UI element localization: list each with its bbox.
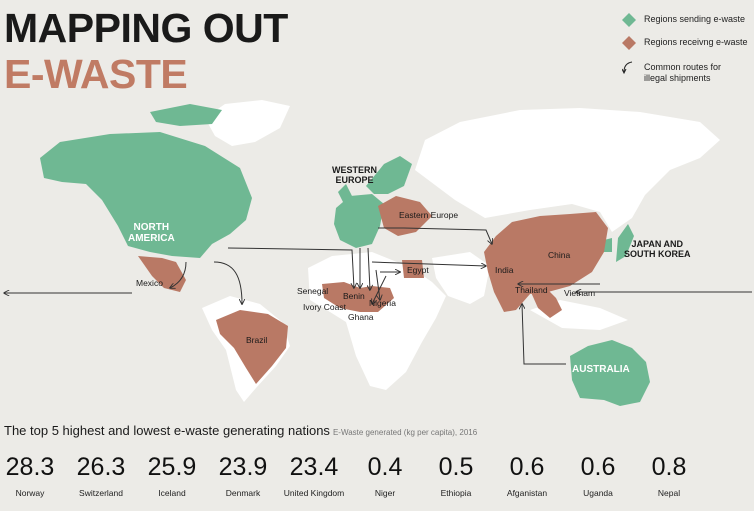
label-benin: Benin — [343, 291, 365, 301]
region-brazil — [216, 310, 288, 384]
diamond-brown-icon — [622, 36, 636, 50]
stat-country: Denmark — [225, 488, 261, 498]
route-na-brazil — [213, 261, 242, 304]
stat-item: 0.6 Afganistan — [487, 452, 567, 498]
stats-unit-note: E-Waste generated (kg per capita), 2016 — [332, 428, 478, 437]
region-scandinavia — [366, 156, 412, 194]
label-nigeria: Nigeria — [369, 298, 396, 308]
legend-routes-label: Common routes for illegal shipments — [644, 62, 722, 83]
stat-country: Nepal — [657, 488, 681, 498]
route-arrow-icon — [622, 61, 633, 75]
stat-country: Ethiopia — [440, 488, 472, 498]
label-vietnam: Vietnam — [564, 288, 596, 298]
stat-value: 28.3 — [5, 453, 55, 481]
stat-country: Uganda — [583, 488, 613, 498]
route-europe-india — [371, 261, 486, 266]
stat-value: 0.5 — [438, 453, 474, 481]
legend-receiving-label: Regions receivng e-waste — [644, 37, 748, 47]
stat-country: Niger — [374, 488, 396, 498]
title-e-waste: E-WASTE — [4, 51, 188, 97]
stat-item: 23.4 United Kingdom — [274, 452, 354, 498]
shipment-routes — [4, 227, 752, 365]
label-india: India — [495, 265, 514, 275]
diamond-green-icon — [622, 13, 636, 27]
region-japan — [616, 224, 634, 262]
label-ghana: Ghana — [348, 312, 374, 322]
world-map — [0, 100, 752, 406]
stat-country: Afganistan — [506, 488, 548, 498]
label-western-europe: WESTERN EUROPE — [332, 165, 377, 185]
label-ivory-coast: Ivory Coast — [303, 302, 346, 312]
route-europe-east — [378, 227, 492, 244]
stat-value: 25.9 — [147, 453, 197, 481]
continent-russia-asia — [415, 108, 720, 232]
route-na-mexico — [170, 261, 187, 288]
route-europe-nigeria — [375, 269, 380, 300]
region-china-india — [484, 212, 608, 312]
route-australia-asia — [522, 304, 566, 365]
stat-country: Iceland — [158, 488, 186, 498]
sending-regions — [40, 104, 650, 406]
stat-item: 0.6 Uganda — [558, 452, 638, 498]
stat-item: 28.3 Norway — [0, 452, 70, 498]
region-north-america — [40, 132, 252, 258]
stat-item: 26.3 Switzerland — [61, 452, 141, 498]
stat-item: 0.4 Niger — [345, 452, 425, 498]
region-australia — [570, 340, 650, 406]
label-china: China — [548, 250, 571, 260]
stat-value: 0.6 — [580, 453, 616, 481]
stat-value: 23.9 — [218, 453, 268, 481]
stat-item: 0.8 Nepal — [629, 452, 709, 498]
stat-item: 23.9 Denmark — [203, 452, 283, 498]
label-egypt: Egypt — [407, 265, 429, 275]
region-eastern-europe — [378, 196, 432, 236]
stat-item: 25.9 Iceland — [132, 452, 212, 498]
stat-country: Switzerland — [79, 488, 123, 498]
label-brazil: Brazil — [246, 335, 268, 345]
label-eastern-europe: Eastern Europe — [399, 210, 459, 220]
stat-value: 23.4 — [289, 453, 339, 481]
route-europe-benin — [368, 247, 370, 290]
stat-value: 26.3 — [76, 453, 126, 481]
stat-country: Norway — [15, 488, 45, 498]
label-senegal: Senegal — [297, 286, 329, 296]
region-western-europe — [334, 194, 384, 248]
region-uk — [338, 184, 352, 204]
label-mexico: Mexico — [136, 278, 163, 288]
label-australia: AUSTRALIA — [572, 364, 630, 375]
route-na-africa — [227, 247, 354, 288]
label-japan-south-korea: JAPAN AND SOUTH KOREA — [624, 239, 691, 259]
stat-value: 0.6 — [509, 453, 545, 481]
stat-item: 0.5 Ethiopia — [416, 452, 496, 498]
region-korea — [604, 238, 612, 252]
stat-value: 0.4 — [367, 453, 403, 481]
stat-value: 0.8 — [651, 453, 687, 481]
label-thailand: Thailand — [515, 285, 548, 295]
label-north-america: NORTH AMERICA — [128, 222, 175, 244]
region-thailand-vietnam — [530, 288, 562, 318]
stats-title: The top 5 highest and lowest e-waste gen… — [4, 423, 478, 438]
stat-country: United Kingdom — [283, 488, 345, 498]
route-europe-ghana — [372, 275, 387, 304]
title-mapping-out: MAPPING OUT — [4, 5, 288, 51]
legend-sending-label: Regions sending e-waste — [644, 14, 746, 24]
continent-greenland — [205, 100, 290, 146]
region-canada-arctic — [150, 104, 222, 126]
region-egypt — [402, 260, 424, 278]
